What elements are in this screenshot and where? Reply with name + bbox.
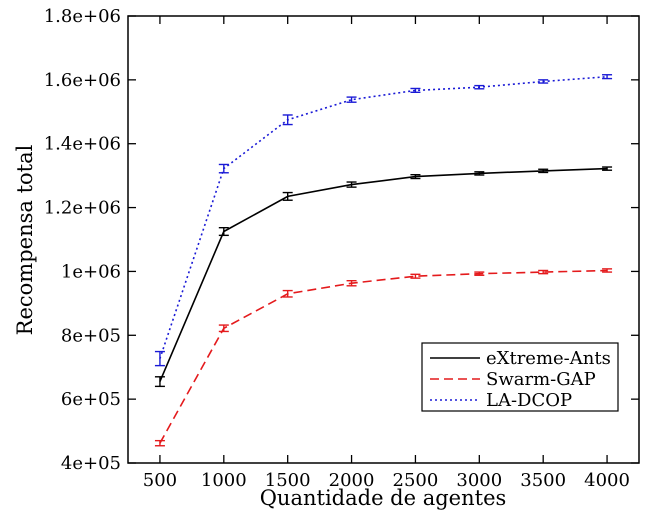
y-tick-label: 4e+05: [61, 453, 121, 474]
plot-frame: [127, 15, 640, 464]
y-tick-label: 8e+05: [61, 325, 121, 346]
x-axis-title: Quantidade de agentes: [260, 486, 507, 510]
y-tick-label: 6e+05: [61, 389, 121, 410]
x-tick-label: 1000: [201, 470, 247, 491]
y-tick-label: 1.8e+06: [44, 6, 121, 27]
legend-box: [421, 342, 619, 412]
y-axis-title: Recompensa total: [13, 144, 37, 335]
legend-label: eXtreme-Ants: [486, 348, 611, 369]
x-tick-label: 3000: [456, 470, 502, 491]
y-tick-label: 1.6e+06: [44, 70, 121, 91]
x-tick-label: 2000: [329, 470, 375, 491]
x-tick-label: 3500: [520, 470, 566, 491]
x-tick-label: 1500: [265, 470, 311, 491]
x-tick-label: 4000: [584, 470, 630, 491]
x-tick-label: 500: [143, 470, 177, 491]
x-axis: 500 1000 1500 2000 2500 3000 3500 4000: [143, 16, 630, 491]
series-line-1: [159, 269, 608, 444]
series-layer: [154, 74, 613, 447]
legend-label: Swarm-GAP: [486, 369, 596, 390]
y-tick-label: 1.2e+06: [44, 198, 121, 219]
series-line-2: [159, 75, 608, 359]
y-tick-label: 1e+06: [61, 261, 121, 282]
y-axis: 4e+05 6e+05 8e+05 1e+06 1.2e+06 1.4e+06 1.6e+0…: [44, 6, 639, 474]
legend-label: LA-DCOP: [486, 390, 572, 411]
y-tick-label: 1.4e+06: [44, 134, 121, 155]
series-line-0: [159, 167, 608, 382]
x-tick-label: 2500: [393, 470, 439, 491]
